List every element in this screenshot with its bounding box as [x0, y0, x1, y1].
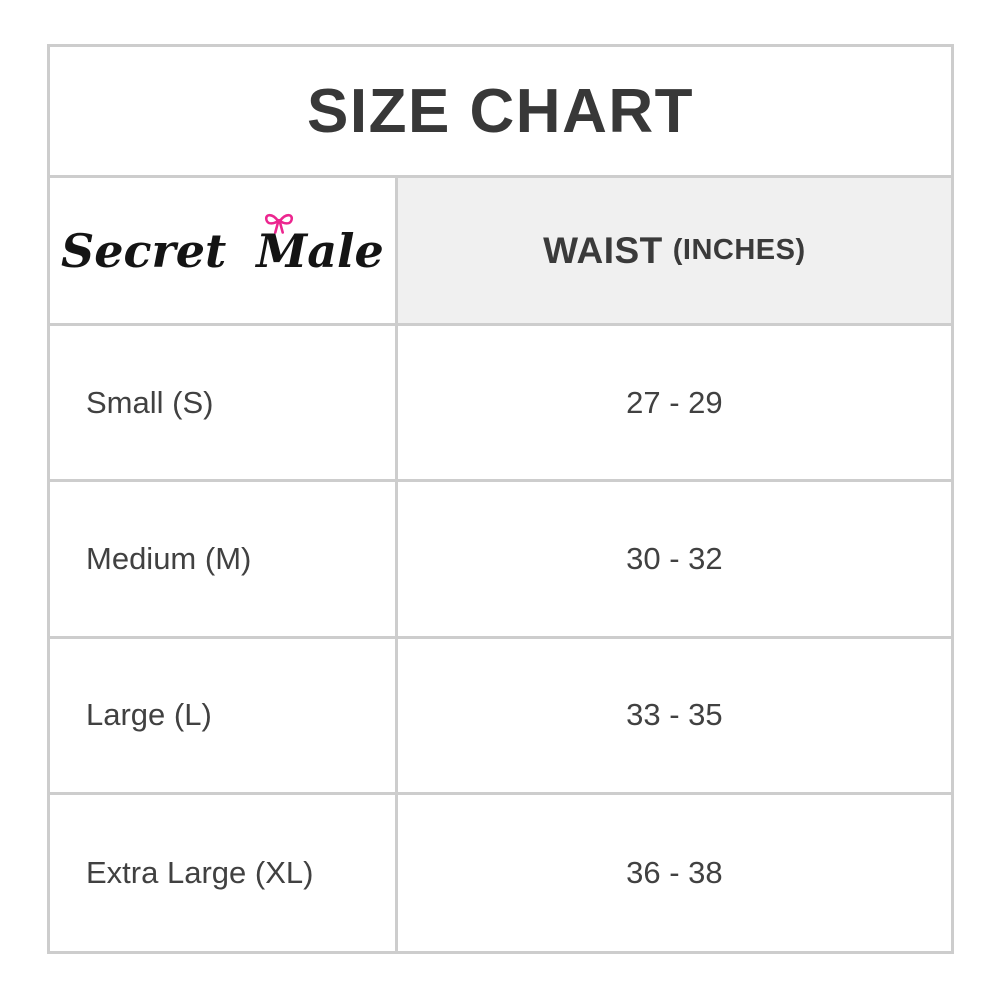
brand-word-secret: Secret: [61, 223, 227, 278]
size-label-xl: Extra Large (XL): [50, 794, 398, 951]
brand-logo-cell: Secret Male: [50, 178, 398, 326]
waist-header-unit: (INCHES): [672, 234, 806, 266]
brand-word-male-wrap: Male: [256, 213, 384, 278]
waist-value-large: 33 - 35: [397, 639, 951, 795]
size-table-grid: Secret Male WAIST (INCHES) Small (S) 27 …: [50, 178, 951, 951]
waist-column-header: WAIST (INCHES): [397, 178, 951, 326]
waist-value-xl: 36 - 38: [626, 854, 723, 890]
size-label-medium: Medium (M): [50, 482, 398, 639]
page-title: SIZE CHART: [50, 47, 951, 178]
waist-value-small: 27 - 29: [397, 326, 951, 483]
brand-logo: Secret Male: [61, 213, 384, 278]
brand-word-male: Male: [256, 223, 384, 278]
waist-value-medium: 30 - 32: [397, 482, 951, 639]
size-chart-table: SIZE CHART Secret Male WAIST (INCHES): [47, 44, 954, 954]
bow-icon: [265, 213, 294, 234]
size-label-large: Large (L): [50, 638, 398, 795]
waist-header-label: WAIST: [543, 229, 663, 271]
size-label-small: Small (S): [50, 326, 398, 483]
